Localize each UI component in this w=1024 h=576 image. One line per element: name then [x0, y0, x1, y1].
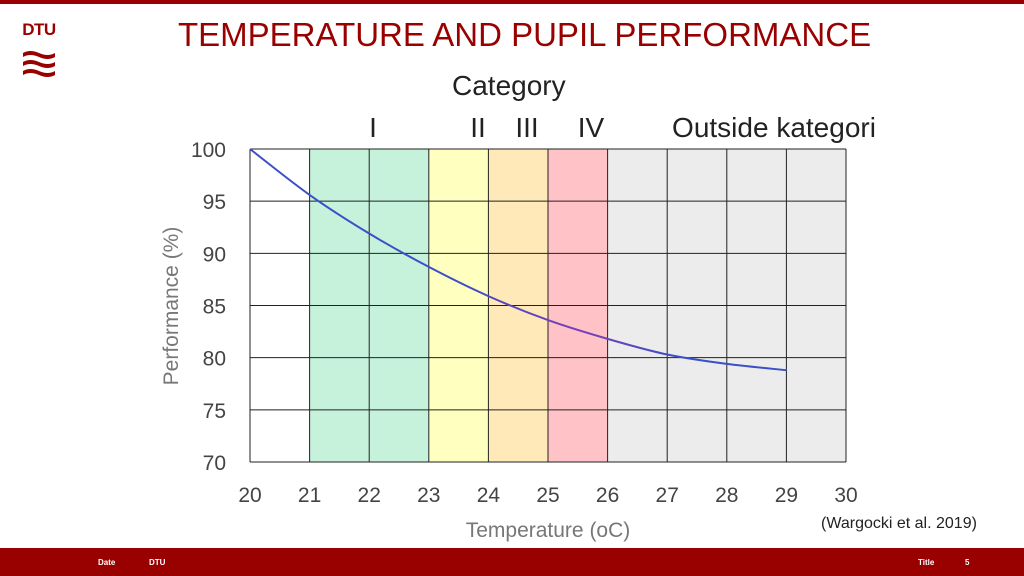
x-tick-label-8: 28	[715, 484, 738, 507]
x-tick-label-2: 22	[358, 484, 381, 507]
category-label-III: III	[515, 112, 539, 143]
y-tick-label-4: 90	[203, 243, 226, 266]
x-tick-label-5: 25	[536, 484, 559, 507]
x-tick-label-4: 24	[477, 484, 501, 507]
footer-org: DTU	[149, 558, 166, 567]
y-tick-label-6: 100	[191, 139, 226, 162]
x-axis-label: Temperature (oC)	[466, 519, 631, 542]
x-tick-label-0: 20	[238, 484, 261, 507]
category-label-II: II	[470, 112, 486, 143]
y-tick-label-3: 85	[203, 296, 226, 319]
y-tick-label-5: 95	[203, 191, 226, 214]
logo-text: DTU	[22, 20, 56, 39]
performance-series-line	[249, 148, 787, 372]
x-tick-label-6: 26	[596, 484, 619, 507]
x-tick-label-1: 21	[298, 484, 321, 507]
x-tick-label-3: 23	[417, 484, 440, 507]
footer-date: Date	[98, 558, 116, 567]
category-label-I: I	[369, 112, 377, 143]
top-brand-bar	[0, 0, 1024, 4]
dtu-logo: DTU	[20, 20, 58, 80]
y-axis-label: Performance (%)	[160, 227, 183, 386]
citation: (Wargocki et al. 2019)	[821, 515, 977, 532]
footer-title: Title	[918, 558, 935, 567]
footer-page-number: 5	[965, 558, 970, 567]
y-tick-label-2: 80	[203, 348, 226, 371]
x-tick-label-10: 30	[834, 484, 857, 507]
y-tick-label-0: 70	[203, 452, 226, 475]
page-title: TEMPERATURE AND PUPIL PERFORMANCE	[178, 16, 872, 53]
x-tick-label-9: 29	[775, 484, 798, 507]
category-heading: Category	[452, 70, 566, 101]
x-tick-label-7: 27	[656, 484, 679, 507]
performance-chart: 20 21 22 23 24 25 26 27 28 29 30 70 75 80 85 90 95 100 Te…	[160, 139, 858, 542]
category-label-IV: IV	[577, 112, 605, 143]
y-tick-label-1: 75	[203, 400, 226, 423]
category-label-outside: Outside kategori	[672, 112, 876, 143]
logo-waves-icon	[23, 51, 55, 77]
footer-bar: Date DTU Title 5	[0, 548, 1024, 576]
